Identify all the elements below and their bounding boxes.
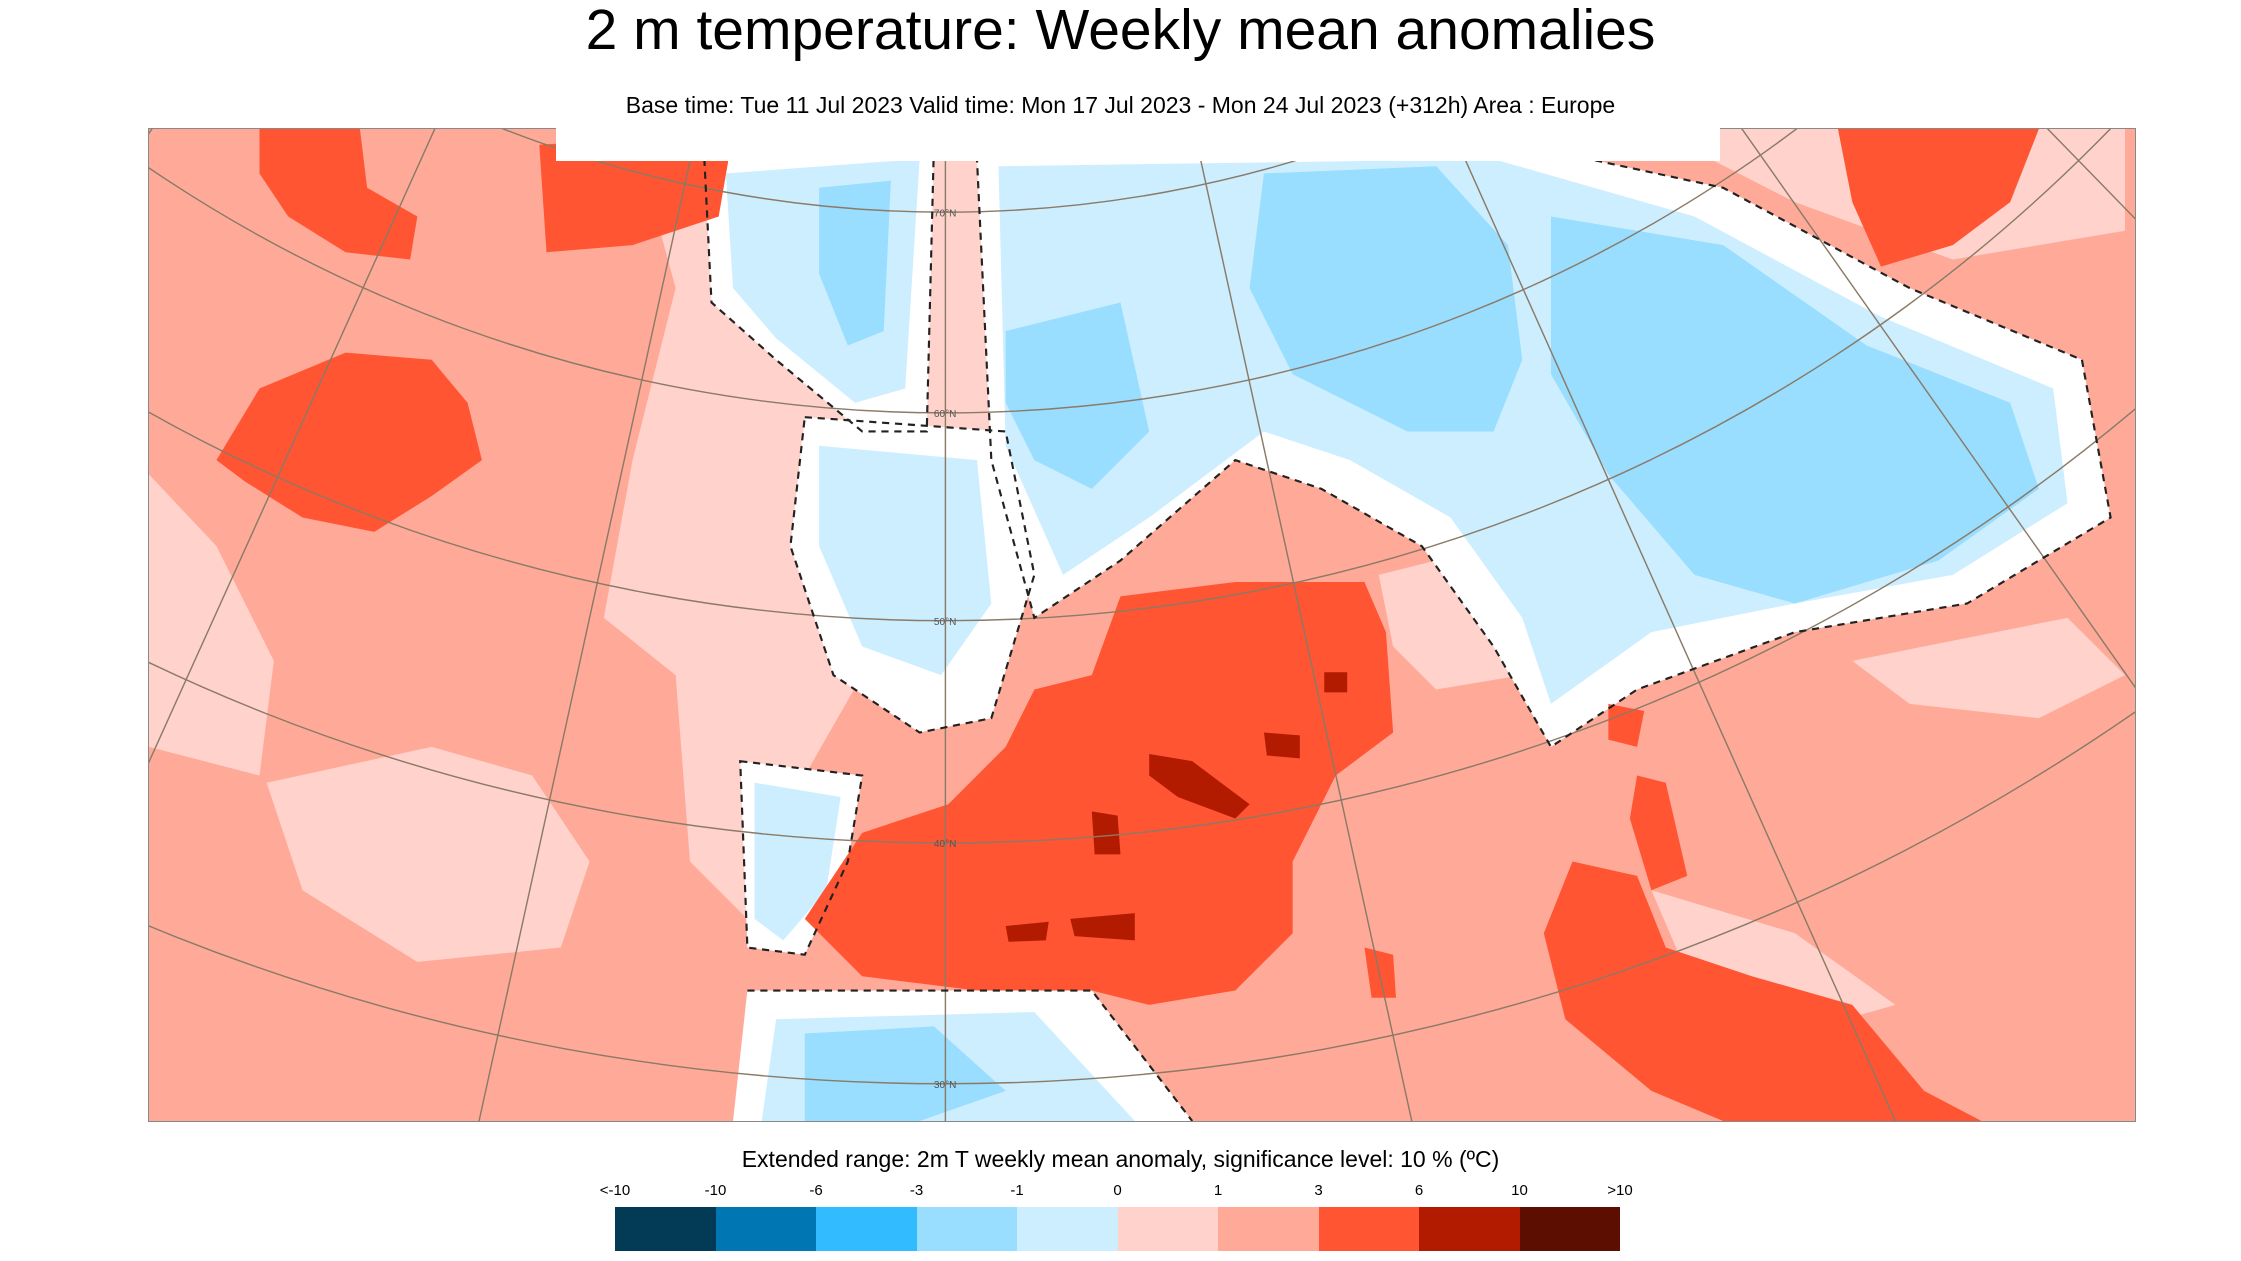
anomaly-6-10-regions	[1005, 672, 1348, 942]
meridian	[478, 129, 698, 1121]
graticule-label: 50°N	[934, 617, 956, 628]
graticule-labels: 70°N 60°N 50°N 40°N 30°N	[934, 208, 956, 1091]
legend-label: <-10	[599, 1182, 631, 1199]
anomaly-map: 70°N 60°N 50°N 40°N 30°N	[148, 128, 2136, 1122]
graticule-label: 30°N	[934, 1080, 956, 1091]
legend-label: >10	[1607, 1182, 1633, 1199]
legend-label: 3	[1314, 1182, 1323, 1199]
graticule-label: 40°N	[934, 839, 956, 850]
legend-swatch	[1419, 1207, 1520, 1251]
legend-title: Extended range: 2m T weekly mean anomaly…	[741, 1146, 1500, 1172]
legend-label: 0	[1113, 1182, 1122, 1199]
legend-label: -3	[909, 1182, 924, 1199]
legend-swatch	[1218, 1207, 1319, 1251]
anomaly-3-6-regions	[216, 129, 2039, 1121]
legend-swatch	[715, 1207, 816, 1251]
anomaly-minus3-minus1-regions	[804, 166, 2039, 1121]
map-canvas: 70°N 60°N 50°N 40°N 30°N	[149, 129, 2135, 1121]
legend-swatch	[1017, 1207, 1118, 1251]
legend-swatch	[916, 1207, 1017, 1251]
legend-label: -6	[809, 1182, 823, 1199]
legend-swatch	[1117, 1207, 1218, 1251]
legend-labels: <-10 -10 -6 -3 -1 0 1 3 6 10 >10	[600, 1182, 1633, 1202]
legend-label: -10	[704, 1182, 727, 1199]
legend-label: 10	[1511, 1182, 1528, 1199]
legend-swatch	[615, 1207, 716, 1251]
color-legend	[615, 1207, 1620, 1251]
graticule-label: 60°N	[934, 409, 956, 420]
graticule	[149, 129, 2135, 1121]
graticule-label: 70°N	[934, 208, 956, 219]
legend-label: -1	[1010, 1182, 1024, 1199]
map-header-mask	[556, 128, 1720, 161]
meridian	[1450, 129, 1897, 1121]
page-title: 2 m temperature: Weekly mean anomalies	[585, 0, 1656, 62]
legend-swatch	[1519, 1207, 1620, 1251]
subtitle: Base time: Tue 11 Jul 2023 Valid time: M…	[625, 92, 1616, 118]
legend-swatch	[816, 1207, 917, 1251]
meridian	[1193, 129, 1413, 1121]
legend-swatch	[1318, 1207, 1419, 1251]
significance-contours	[703, 143, 2112, 1121]
legend-label: 6	[1414, 1182, 1424, 1199]
legend-label: 1	[1213, 1182, 1223, 1199]
